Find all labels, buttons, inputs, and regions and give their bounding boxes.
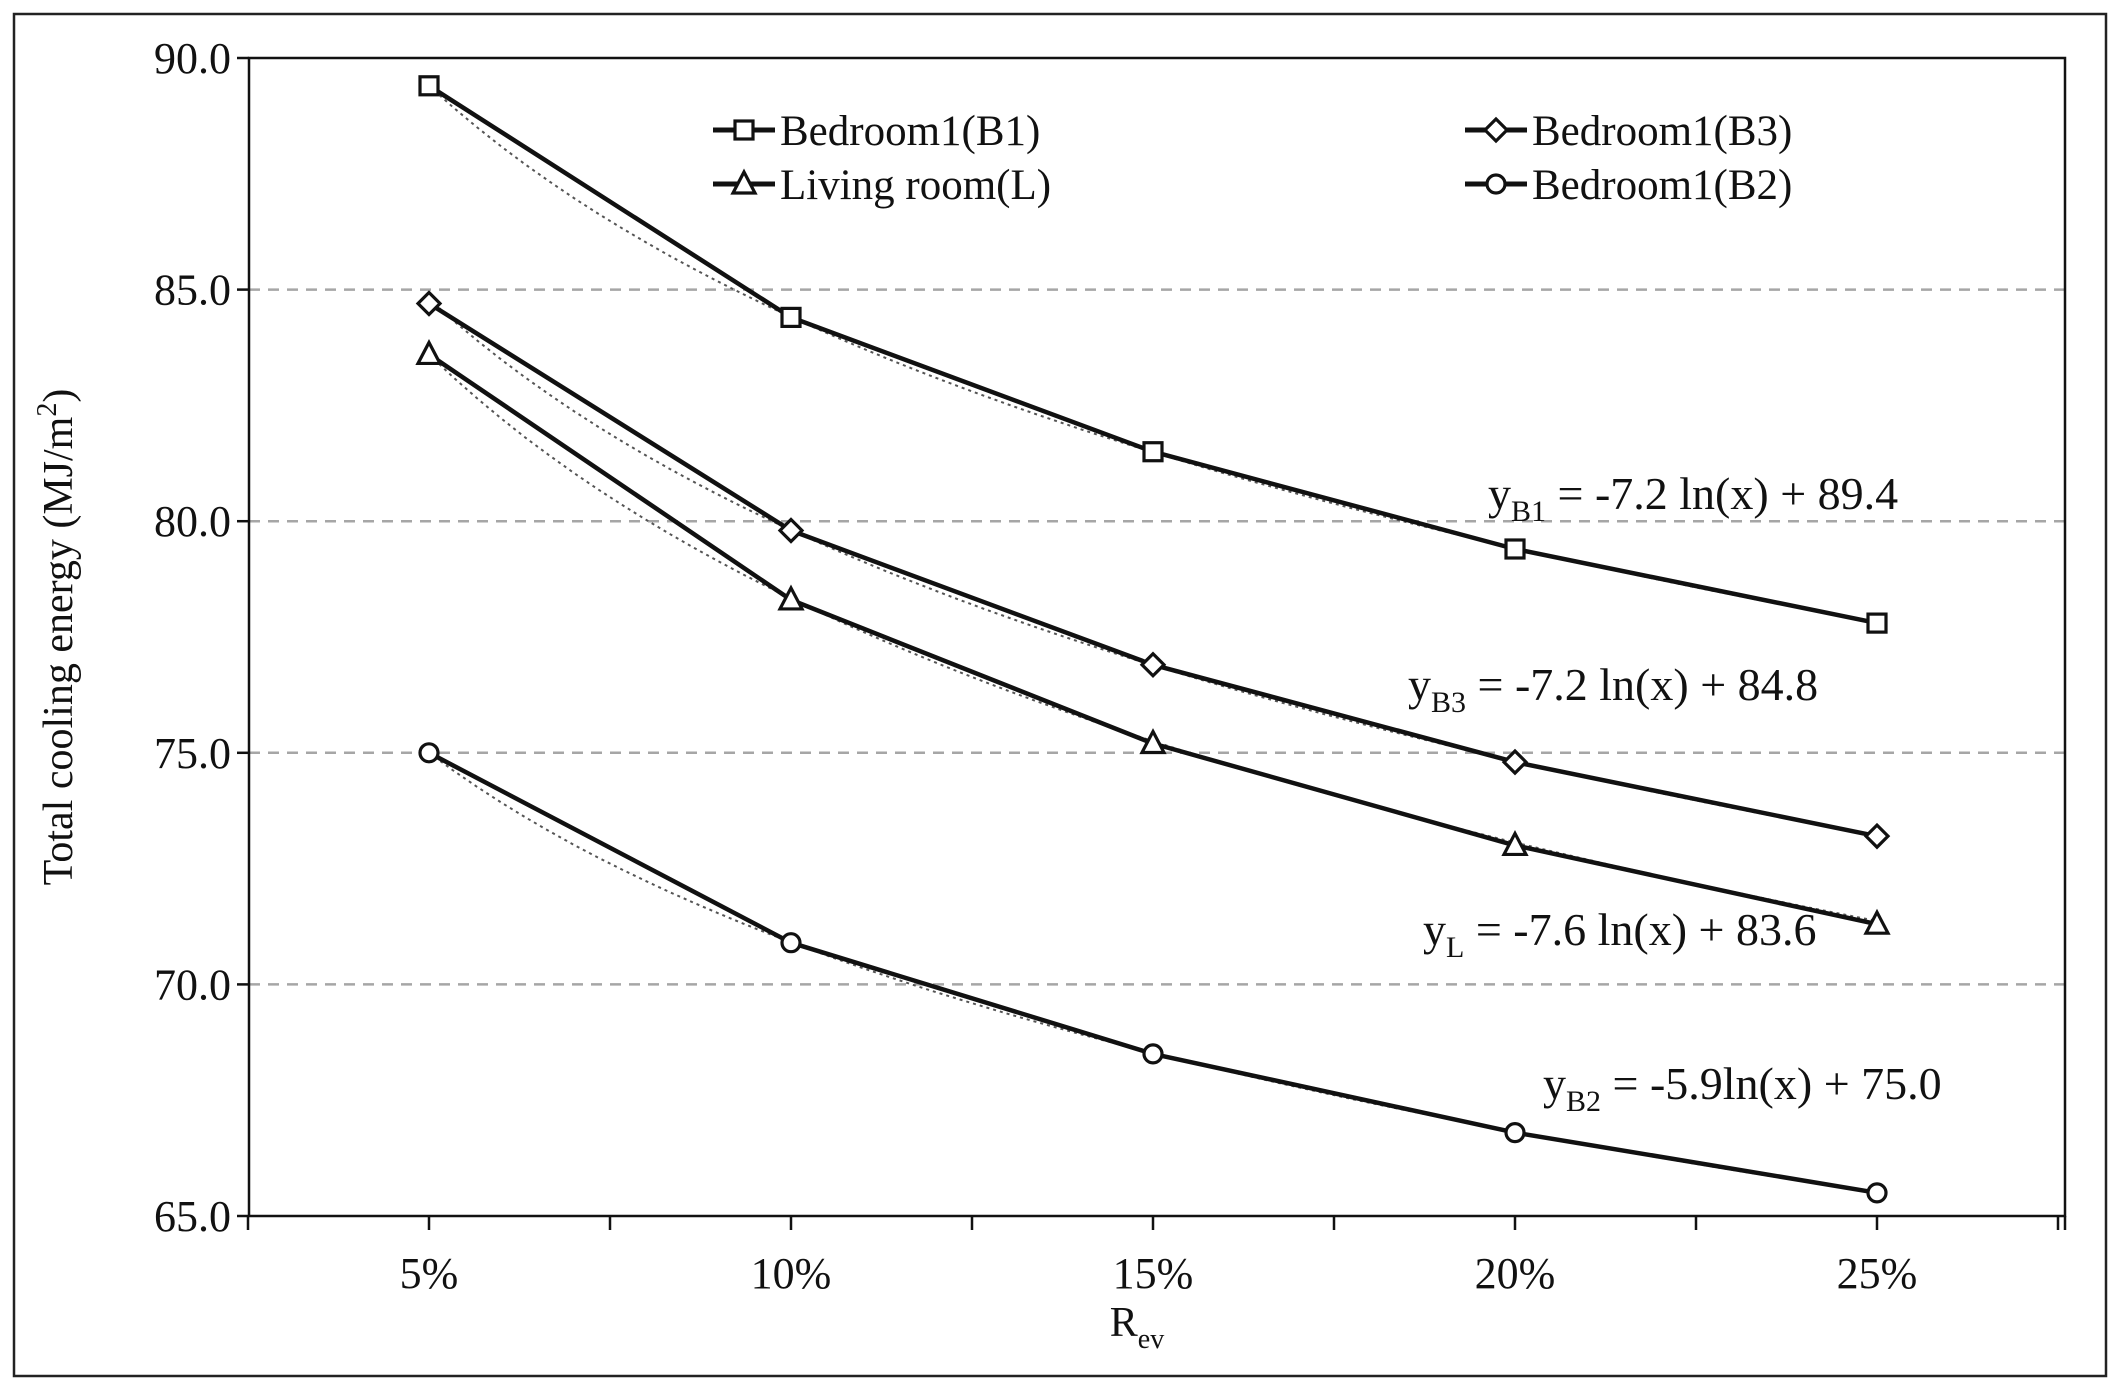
legend-label-l: Living room(L) bbox=[780, 162, 1051, 209]
data-point-bedroom-b2 bbox=[1504, 1122, 1526, 1144]
x-axis-title-subscript: ev bbox=[1138, 1324, 1164, 1355]
equation-b1-rest: = -7.2 ln(x) + 89.4 bbox=[1546, 468, 1898, 519]
series-lines bbox=[427, 83, 1878, 1196]
x-tick-label: 10% bbox=[751, 1249, 832, 1298]
legend-label-b1: Bedroom1(B1) bbox=[780, 108, 1040, 155]
data-point-bedroom-b3 bbox=[1139, 651, 1167, 679]
equation-b3: yB3 = -7.2 ln(x) + 84.8 bbox=[1408, 659, 1818, 719]
series-markers bbox=[415, 75, 1891, 1204]
x-axis-ticks: 5% 10% 15% 20% 25% bbox=[246, 1216, 2067, 1298]
fit-curve-bedroom-b2 bbox=[428, 751, 1878, 1194]
data-point-bedroom-b2 bbox=[418, 742, 440, 764]
x-tick-label: 20% bbox=[1475, 1249, 1556, 1298]
series-line-bedroom-b3 bbox=[427, 301, 1878, 839]
data-point-living-room-l bbox=[1139, 728, 1167, 755]
equation-b2-y: y bbox=[1543, 1058, 1566, 1109]
equation-l-y: y bbox=[1423, 904, 1446, 955]
y-tick-label: 85.0 bbox=[154, 266, 231, 315]
data-point-living-room-l bbox=[1501, 829, 1529, 857]
x-tick-label: 25% bbox=[1837, 1249, 1918, 1298]
y-tick-label: 70.0 bbox=[154, 960, 231, 1009]
y-axis-title-superscript: 2 bbox=[32, 403, 63, 417]
x-axis-title: Rev bbox=[1110, 1300, 1164, 1355]
equation-b2: yB2 = -5.9ln(x) + 75.0 bbox=[1543, 1058, 1942, 1118]
y-tick-label: 80.0 bbox=[154, 497, 231, 546]
data-point-bedroom-b1 bbox=[1142, 441, 1164, 463]
data-point-bedroom-b1 bbox=[418, 75, 440, 97]
x-axis-title-main: R bbox=[1110, 1300, 1138, 1346]
equation-l: yL = -7.6 ln(x) + 83.6 bbox=[1423, 904, 1816, 964]
legend: Bedroom1(B1) Bedroom1(B3) Living room(L)… bbox=[713, 108, 1792, 209]
legend-label-b3: Bedroom1(B3) bbox=[1532, 108, 1792, 155]
data-point-bedroom-b3 bbox=[1501, 748, 1529, 776]
legend-marker-bedroom-b2 bbox=[1485, 173, 1507, 195]
data-point-bedroom-b1 bbox=[1504, 538, 1526, 560]
equation-b3-subscript: B3 bbox=[1431, 686, 1466, 719]
data-point-bedroom-b3 bbox=[777, 517, 805, 544]
y-axis-title-tail: ) bbox=[36, 389, 82, 403]
data-point-bedroom-b2 bbox=[780, 932, 802, 954]
equation-b2-subscript: B2 bbox=[1566, 1085, 1601, 1118]
data-point-bedroom-b1 bbox=[1866, 612, 1888, 634]
equation-b1-subscript: B1 bbox=[1511, 495, 1546, 528]
equation-l-subscript: L bbox=[1446, 931, 1464, 964]
y-tick-label: 75.0 bbox=[154, 729, 231, 778]
grid-lines bbox=[249, 288, 2065, 986]
y-axis-title-main: Total cooling energy (MJ/m bbox=[36, 416, 82, 885]
plot-area-border bbox=[247, 56, 2067, 1218]
equation-b3-y: y bbox=[1408, 659, 1431, 710]
equation-b2-rest: = -5.9ln(x) + 75.0 bbox=[1601, 1058, 1942, 1109]
y-axis-ticks: 65.0 70.0 75.0 80.0 85.0 90.0 bbox=[154, 34, 249, 1241]
equation-b1-y: y bbox=[1488, 468, 1511, 519]
x-tick-label: 15% bbox=[1113, 1249, 1194, 1298]
equation-l-rest: = -7.6 ln(x) + 83.6 bbox=[1464, 904, 1816, 955]
data-point-living-room-l bbox=[415, 338, 443, 366]
series-line-bedroom-b2 bbox=[427, 750, 1878, 1196]
y-tick-label: 65.0 bbox=[154, 1192, 231, 1241]
data-point-bedroom-b1 bbox=[780, 306, 802, 328]
y-axis-title: Total cooling energy (MJ/m2) bbox=[32, 389, 82, 886]
legend-marker-bedroom-b3 bbox=[1482, 116, 1510, 144]
data-point-bedroom-b2 bbox=[1866, 1182, 1888, 1204]
data-point-bedroom-b3 bbox=[415, 290, 443, 317]
equation-b3-rest: = -7.2 ln(x) + 84.8 bbox=[1466, 659, 1818, 710]
fit-curves bbox=[428, 85, 1878, 1194]
legend-marker-bedroom-b1 bbox=[733, 119, 755, 141]
equation-b1: yB1 = -7.2 ln(x) + 89.4 bbox=[1488, 468, 1898, 528]
data-point-living-room-l bbox=[777, 584, 805, 611]
x-tick-label: 5% bbox=[400, 1249, 459, 1298]
legend-label-b2: Bedroom1(B2) bbox=[1532, 162, 1792, 209]
y-tick-label: 90.0 bbox=[154, 34, 231, 83]
data-point-living-room-l bbox=[1863, 908, 1891, 935]
fit-curve-bedroom-b3 bbox=[428, 298, 1878, 837]
outer-frame bbox=[12, 12, 2108, 1378]
legend-marker-living-room-l bbox=[730, 168, 758, 195]
data-point-bedroom-b2 bbox=[1142, 1043, 1164, 1065]
data-point-bedroom-b3 bbox=[1863, 822, 1891, 850]
